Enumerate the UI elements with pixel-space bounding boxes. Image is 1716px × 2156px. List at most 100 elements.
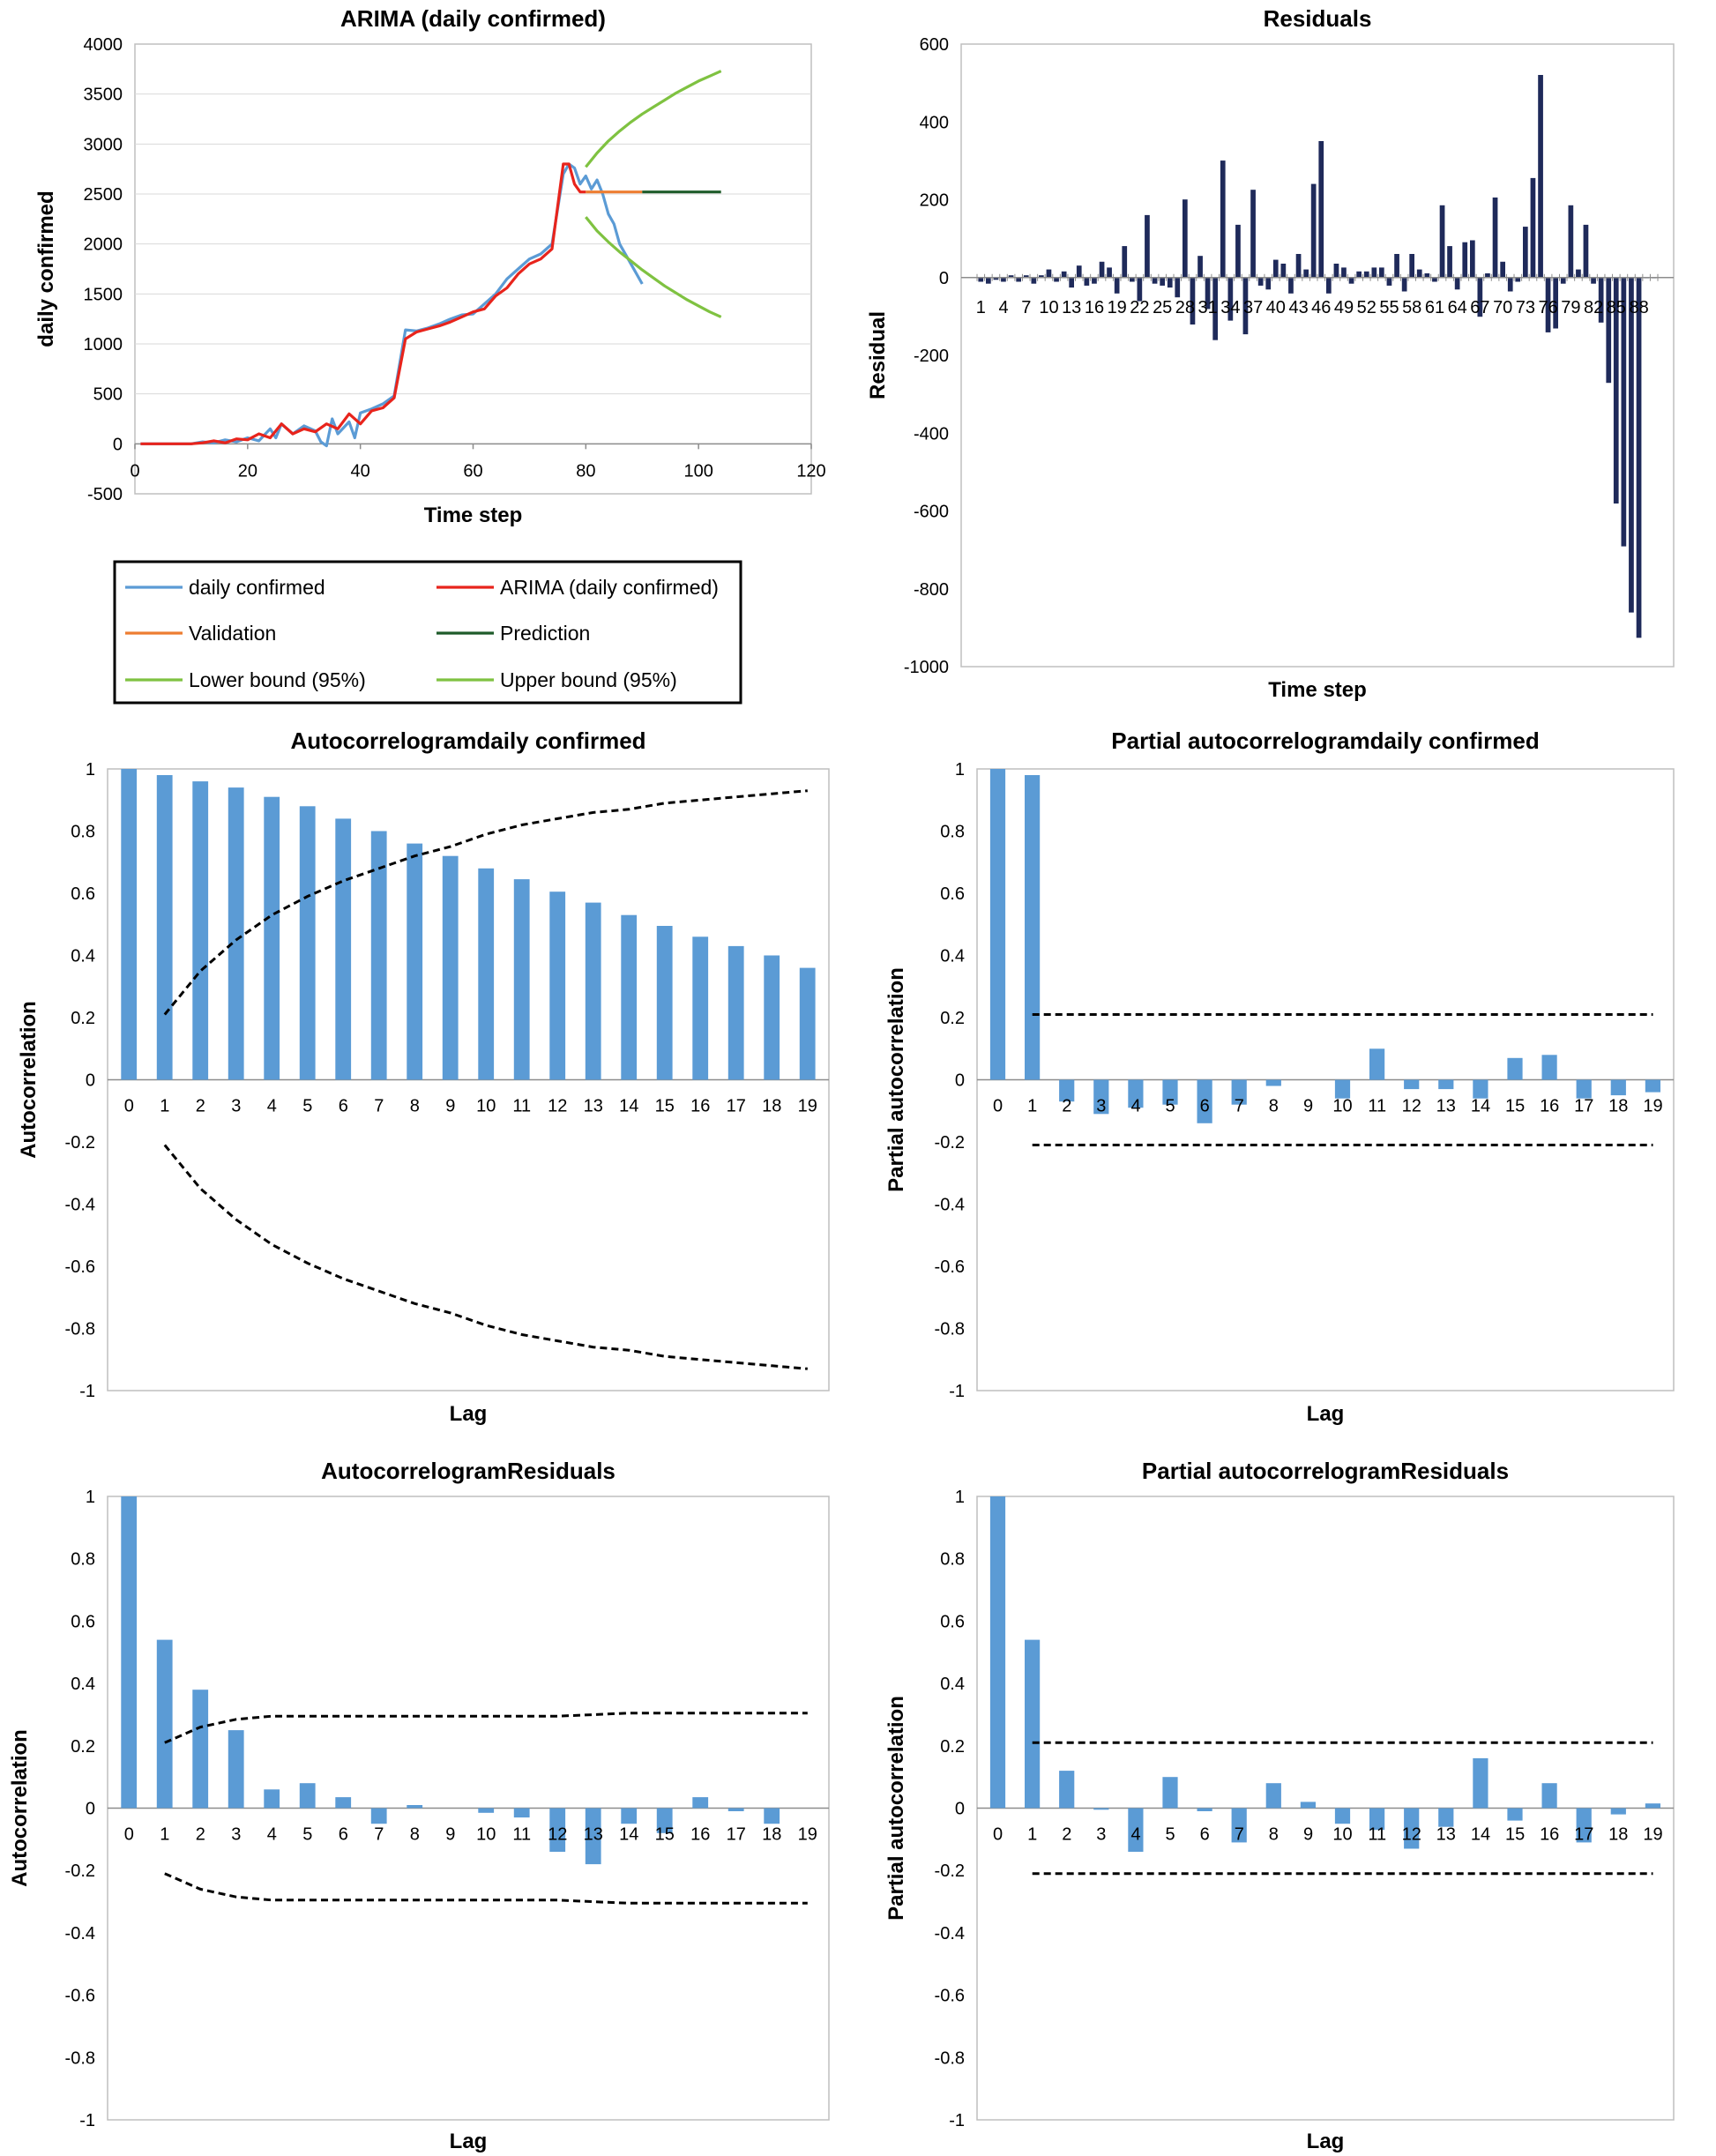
residual-bar	[1160, 277, 1165, 286]
x-tick-label: 70	[1493, 298, 1512, 317]
residual-bar	[1326, 277, 1332, 294]
x-tick-label: 19	[1643, 1097, 1662, 1116]
x-tick-label: 11	[1368, 1825, 1386, 1845]
x-tick-label: 4	[1130, 1097, 1140, 1116]
x-tick-label: 67	[1470, 298, 1489, 317]
x-tick-label: 18	[762, 1825, 781, 1845]
residual-bar	[1099, 261, 1105, 279]
y-tick-label: 0.4	[940, 1675, 965, 1694]
series-line-upper-bound-95	[585, 70, 722, 168]
acf-bar	[228, 1730, 244, 1809]
acf-bar	[1334, 1079, 1351, 1099]
residual-bar	[1386, 277, 1392, 286]
acf-bar	[799, 967, 816, 1080]
acf-bar	[1093, 1808, 1109, 1810]
acf-bar	[1369, 1048, 1385, 1080]
x-tick-label: 13	[1062, 298, 1081, 317]
residual-bar	[1280, 263, 1287, 278]
x-tick-label: 8	[1269, 1097, 1279, 1116]
y-tick-label: -600	[914, 503, 949, 522]
acf-bar	[1128, 1079, 1144, 1108]
acf-bar	[370, 1808, 387, 1824]
x-tick-label: 15	[1505, 1825, 1525, 1845]
residual-bar	[1333, 263, 1339, 278]
acf-bar	[989, 1496, 1006, 1809]
acf-bar	[192, 781, 209, 1080]
x-axis-label: Lag	[450, 2130, 488, 2153]
acf-bar	[621, 914, 638, 1080]
x-tick-label: 3	[1096, 1097, 1106, 1116]
x-tick-label: 73	[1516, 298, 1535, 317]
acf-bar	[1059, 1079, 1075, 1102]
y-tick-label: -0.2	[65, 1133, 95, 1153]
y-tick-label: -0.6	[935, 1987, 965, 2006]
y-tick-label: 200	[920, 191, 949, 211]
x-tick-label: 0	[130, 461, 139, 481]
residual-bar	[1295, 253, 1302, 279]
x-tick-label: 0	[993, 1825, 1003, 1845]
acf-bar	[192, 1690, 209, 1809]
residual-bar	[1183, 199, 1188, 279]
acf-bar	[1645, 1803, 1660, 1809]
acf-bar	[299, 806, 316, 1080]
acf-bar	[1231, 1079, 1247, 1105]
x-tick-label: 19	[1643, 1825, 1662, 1845]
y-tick-label: 1	[86, 760, 95, 780]
acf-bar	[692, 1797, 709, 1809]
residual-bar	[1175, 277, 1181, 298]
residual-bar	[1197, 256, 1203, 279]
acf-bar	[1645, 1079, 1660, 1093]
residual-bar	[1356, 271, 1362, 279]
x-tick-label: 13	[584, 1097, 603, 1116]
residual-bar	[1462, 242, 1468, 279]
x-tick-label: 46	[1311, 298, 1331, 317]
y-tick-label: -400	[914, 424, 949, 444]
residual-bar	[1046, 269, 1052, 278]
acf-bar	[121, 769, 138, 1080]
residual-bar	[1107, 267, 1112, 279]
chart-title: AutocorrelogramResiduals	[321, 1458, 616, 1484]
acf-bar	[1404, 1079, 1420, 1090]
residual-bar	[1061, 271, 1067, 279]
y-axis-label: Partial autocorrelation	[884, 967, 908, 1192]
x-tick-label: 76	[1538, 298, 1557, 317]
legend-box	[113, 560, 742, 705]
residual-bar	[1379, 267, 1384, 279]
y-axis-label: Residual	[866, 311, 890, 399]
y-tick-label: 0	[955, 1800, 965, 1819]
x-tick-label: 14	[1471, 1097, 1490, 1116]
y-tick-label: 2500	[84, 185, 123, 205]
residual-bar	[1272, 259, 1279, 279]
residual-bar	[1167, 277, 1173, 288]
x-tick-label: 12	[548, 1097, 567, 1116]
x-tick-label: 7	[374, 1825, 384, 1845]
x-tick-label: 3	[231, 1097, 241, 1116]
y-tick-label: 400	[920, 113, 949, 132]
x-tick-label: 17	[727, 1097, 746, 1116]
legend-label: Validation	[189, 622, 276, 645]
x-tick-label: 6	[339, 1097, 348, 1116]
x-tick-label: 7	[1235, 1825, 1244, 1845]
acf-bar	[1507, 1057, 1523, 1080]
x-tick-label: 8	[410, 1825, 420, 1845]
x-tick-label: 79	[1561, 298, 1580, 317]
x-tick-label: 1	[160, 1097, 169, 1116]
residual-bar	[1220, 160, 1226, 279]
acf-bar	[1438, 1079, 1454, 1090]
residual-bar	[1439, 205, 1445, 279]
x-tick-label: 2	[196, 1097, 205, 1116]
acf-bar	[727, 945, 744, 1080]
plot-area-frame	[960, 43, 1675, 668]
x-tick-label: 34	[1220, 298, 1240, 317]
x-tick-label: 1	[1027, 1825, 1037, 1845]
legend-label: Lower bound (95%)	[189, 668, 366, 691]
x-tick-label: 80	[576, 461, 595, 481]
x-tick-label: 16	[690, 1097, 710, 1116]
y-tick-label: 0	[955, 1071, 965, 1091]
residual-bar	[1470, 240, 1475, 278]
residual-bar	[1568, 205, 1574, 279]
x-tick-label: 0	[993, 1097, 1003, 1116]
x-tick-label: 0	[124, 1825, 134, 1845]
acf-bar	[299, 1783, 316, 1809]
x-axis-label: Lag	[1307, 1402, 1345, 1426]
